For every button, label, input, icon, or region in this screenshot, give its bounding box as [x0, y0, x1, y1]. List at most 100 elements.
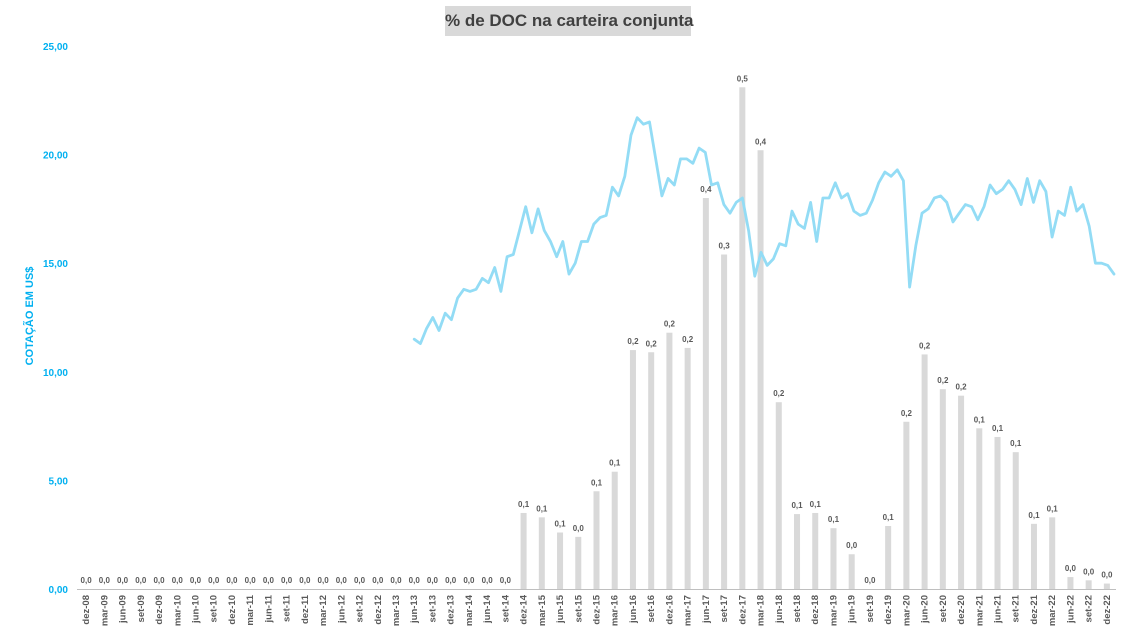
bar-data-label: 0,0 [172, 576, 184, 585]
bar [976, 428, 983, 589]
bar [648, 352, 655, 589]
bar-data-label: 0,0 [482, 576, 494, 585]
bar-data-label: 0,0 [281, 576, 293, 585]
bar [794, 514, 801, 589]
bar-data-label: 0,1 [1028, 511, 1040, 520]
chart-title: % de DOC na carteira conjunta [445, 6, 693, 36]
bar-data-label: 0,0 [427, 576, 439, 585]
x-tick-label: set-12 [355, 595, 366, 622]
x-tick-label: jun-10 [190, 595, 201, 624]
bar-data-label: 0,0 [263, 576, 275, 585]
bar [593, 491, 600, 589]
x-tick-label: jun-09 [118, 595, 129, 624]
x-tick-label: jun-13 [409, 595, 420, 624]
x-tick-label: jun-20 [920, 595, 931, 624]
x-tick-label: dez-12 [373, 595, 384, 625]
bar-data-label: 0,0 [500, 576, 512, 585]
bar [611, 471, 618, 589]
x-tick-label: dez-11 [300, 594, 311, 624]
bar-data-label: 0,0 [354, 576, 366, 585]
bar [666, 332, 673, 589]
x-tick-label: set-16 [646, 595, 657, 622]
bar [557, 532, 564, 589]
bar-data-label: 0,2 [773, 389, 785, 398]
bar-data-label: 0,1 [1047, 504, 1059, 513]
bar-data-label: 0,0 [1065, 564, 1077, 573]
x-tick-label: set-10 [209, 595, 220, 622]
x-tick-label: mar-19 [828, 595, 839, 626]
bar [830, 528, 837, 589]
x-tick-label: dez-21 [1029, 594, 1040, 624]
x-tick-label: set-18 [792, 595, 803, 622]
bar [939, 389, 946, 589]
x-tick-label: set-13 [427, 595, 438, 622]
bar-data-label: 0,1 [518, 500, 530, 509]
bar [575, 536, 582, 589]
x-tick-label: jun-15 [555, 594, 566, 624]
bar-data-label: 0,2 [919, 341, 931, 350]
bar-data-label: 0,0 [390, 576, 402, 585]
bar-data-label: 0,0 [573, 524, 585, 533]
x-tick-label: set-17 [719, 595, 730, 622]
bar [1085, 580, 1092, 589]
x-tick-label: jun-17 [701, 595, 712, 624]
y-tick-label: 20,00 [43, 151, 68, 162]
x-tick-label: dez-16 [664, 595, 675, 625]
bar [1067, 577, 1074, 589]
bar-data-label: 0,1 [791, 501, 803, 510]
bar-data-label: 0,0 [190, 576, 202, 585]
x-tick-label: dez-18 [810, 595, 821, 625]
y-tick-label: 10,00 [43, 368, 68, 379]
x-tick-label: dez-14 [519, 594, 530, 624]
x-tick-label: mar-21 [974, 594, 985, 626]
bar [885, 526, 892, 589]
x-tick-label: mar-11 [245, 594, 256, 625]
price-line [412, 116, 1116, 346]
bar [520, 512, 527, 589]
bar-data-label: 0,0 [336, 576, 348, 585]
bar [775, 402, 782, 589]
x-tick-label: set-14 [500, 594, 511, 622]
x-tick-label: jun-21 [993, 594, 1004, 624]
bar-data-label: 0,2 [627, 337, 639, 346]
x-tick-label: mar-12 [318, 595, 329, 626]
bar [684, 347, 691, 589]
bar-data-label: 0,0 [1083, 567, 1095, 576]
bar [921, 354, 928, 589]
bar-data-label: 0,0 [372, 576, 384, 585]
x-tick-label: dez-10 [227, 595, 238, 625]
bar-data-label: 0,1 [1010, 439, 1022, 448]
x-tick-label: jun-19 [847, 595, 858, 624]
x-tick-label: set-09 [136, 595, 147, 622]
bar-data-label: 0,0 [81, 576, 93, 585]
bar-data-label: 0,0 [1101, 571, 1113, 580]
bar-data-label: 0,0 [245, 576, 257, 585]
x-tick-label: dez-13 [446, 595, 457, 625]
bar-data-label: 0,0 [299, 576, 311, 585]
bar-data-label: 0,4 [755, 137, 767, 146]
x-tick-label: mar-16 [610, 595, 621, 626]
x-tick-label: dez-15 [592, 594, 603, 624]
x-tick-label: set-22 [1084, 595, 1095, 622]
bar-data-label: 0,1 [828, 515, 840, 524]
bar-data-label: 0,1 [536, 504, 548, 513]
bar-data-label: 0,2 [937, 376, 949, 385]
bar [1030, 523, 1037, 589]
bar [629, 350, 636, 589]
bar-data-label: 0,0 [409, 576, 421, 585]
x-tick-label: dez-22 [1102, 595, 1113, 625]
bar-data-label: 0,0 [208, 576, 220, 585]
x-tick-label: set-20 [938, 595, 949, 622]
y-tick-label: 0,00 [49, 585, 69, 596]
bar-data-label: 0,0 [318, 576, 330, 585]
bar-data-label: 0,2 [955, 383, 967, 392]
bar [903, 421, 910, 589]
bar [702, 198, 709, 590]
bar-data-label: 0,1 [591, 478, 603, 487]
x-tick-label: dez-20 [956, 595, 967, 625]
x-tick-label: dez-08 [81, 595, 92, 625]
x-tick-label: set-21 [1011, 594, 1022, 622]
y-tick-label: 5,00 [49, 476, 69, 487]
bar [739, 87, 746, 589]
bar [958, 395, 965, 589]
